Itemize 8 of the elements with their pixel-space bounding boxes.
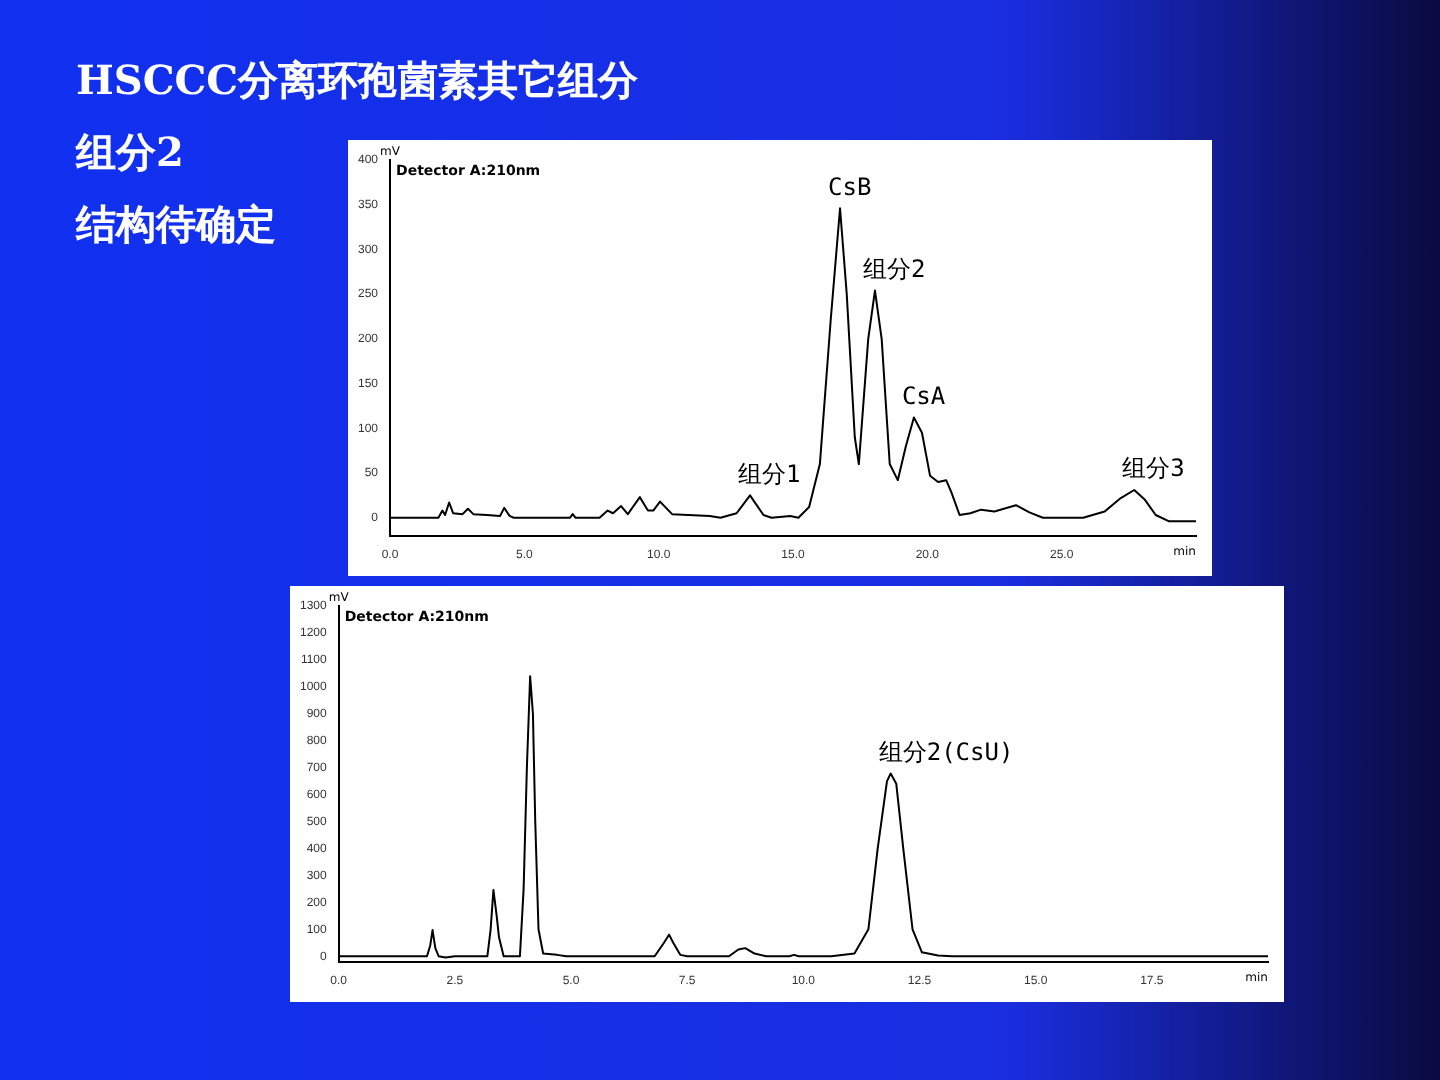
annotation: CsA — [901, 381, 947, 410]
chart-title: HSCCC分离环孢菌素其它组分 — [76, 54, 639, 108]
annotation: 组分3 — [1122, 454, 1185, 483]
annotation: 组分2 — [862, 254, 926, 283]
annotation: 组分2(CsU) — [878, 737, 1014, 766]
chart-subtitle: 组分2 结构待确定 — [76, 128, 276, 248]
annotation: CsB — [828, 172, 872, 201]
annotation: 组分1 — [738, 459, 801, 488]
